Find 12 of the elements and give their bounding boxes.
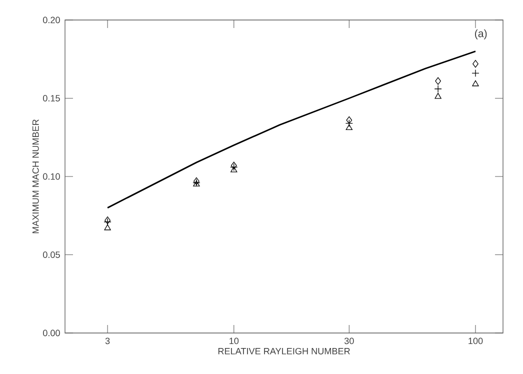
y-tick-label: 0.15 xyxy=(43,95,60,102)
x-axis-title: RELATIVE RAYLEIGH NUMBER xyxy=(218,348,350,354)
y-tick-label: 0.20 xyxy=(43,16,60,24)
y-axis-title: MAXIMUM MACH NUMBER xyxy=(32,120,39,234)
y-tick-label: 0.10 xyxy=(43,173,60,180)
x-tick-label: 3 xyxy=(105,338,110,344)
x-tick-label: 10 xyxy=(230,338,239,344)
x-tick-label: 30 xyxy=(344,338,354,344)
x-tick-label: 100 xyxy=(468,338,483,344)
y-tick-label: 0.00 xyxy=(43,330,60,336)
y-tick-label: 0.05 xyxy=(43,252,60,258)
annotation: (a) xyxy=(474,29,487,40)
